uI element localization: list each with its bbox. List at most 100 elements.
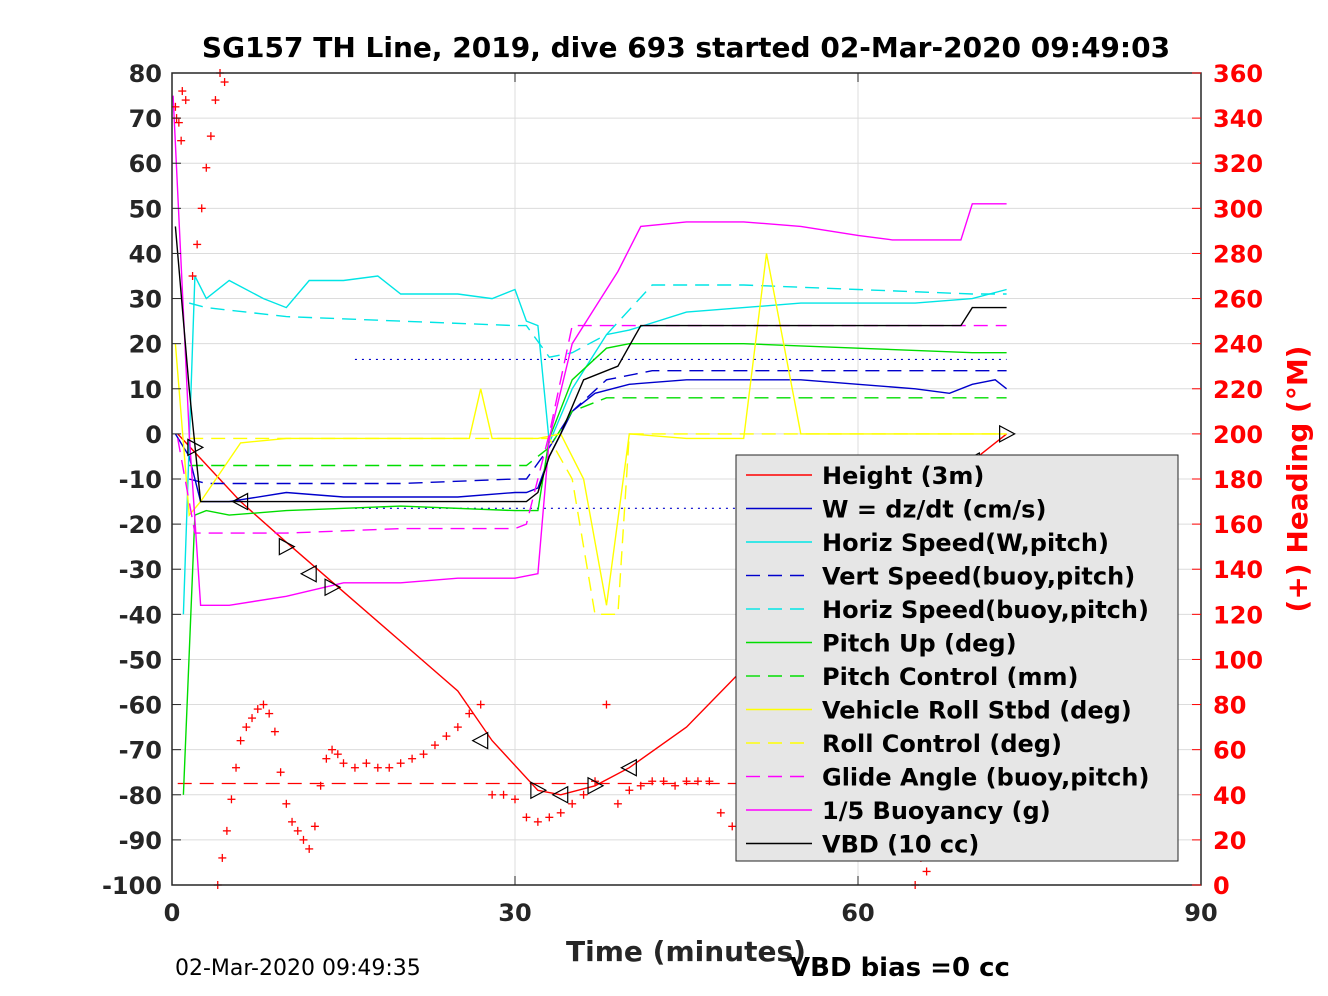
series-line-11 xyxy=(174,226,1007,503)
heading-point xyxy=(220,78,229,87)
heading-point xyxy=(922,867,931,876)
heading-point xyxy=(227,795,236,804)
y-right-tick-label-15: 60 xyxy=(1213,737,1246,765)
heading-point xyxy=(310,822,319,831)
heading-point xyxy=(253,705,262,714)
heading-point xyxy=(465,709,474,718)
heading-point xyxy=(385,763,394,772)
y-right-tick-label-14: 80 xyxy=(1213,692,1246,720)
heading-point xyxy=(270,727,279,736)
legend-label-5: Pitch Up (deg) xyxy=(822,630,1017,658)
heading-point xyxy=(293,826,302,835)
legend-label-2: Horiz Speed(W,pitch) xyxy=(822,529,1109,557)
heading-point xyxy=(339,759,348,768)
heading-point xyxy=(579,790,588,799)
heading-point xyxy=(705,777,714,786)
y-tick-label-9: -10 xyxy=(119,466,162,494)
y-tick-label-16: -80 xyxy=(119,782,162,810)
position-marker xyxy=(299,564,317,583)
y-tick-label-0: 80 xyxy=(129,60,162,88)
y-right-tick-label-4: 280 xyxy=(1213,240,1263,268)
heading-point xyxy=(362,759,371,768)
x-tick-label-2: 60 xyxy=(841,899,874,927)
heading-point xyxy=(265,709,274,718)
heading-point xyxy=(197,204,206,213)
position-marker xyxy=(530,781,548,800)
heading-point xyxy=(328,745,337,754)
y-right-tick-label-8: 200 xyxy=(1213,421,1263,449)
x-tick-label-3: 90 xyxy=(1184,899,1217,927)
heading-point xyxy=(316,781,325,790)
y-tick-label-13: -50 xyxy=(119,646,162,674)
heading-point xyxy=(545,813,554,822)
heading-point xyxy=(602,700,611,709)
position-marker xyxy=(278,537,296,556)
heading-point xyxy=(396,759,405,768)
heading-point xyxy=(322,754,331,763)
heading-point xyxy=(671,781,680,790)
y-tick-label-2: 60 xyxy=(129,150,162,178)
y-right-tick-label-9: 180 xyxy=(1213,466,1263,494)
y-right-tick-label-13: 100 xyxy=(1213,646,1263,674)
heading-point xyxy=(453,723,462,732)
legend-label-7: Vehicle Roll Stbd (deg) xyxy=(822,697,1132,725)
heading-point xyxy=(613,799,622,808)
heading-point xyxy=(259,700,268,709)
heading-point xyxy=(408,754,417,763)
legend-label-3: Vert Speed(buoy,pitch) xyxy=(822,563,1135,591)
series-line-6 xyxy=(189,397,1007,467)
y-tick-label-8: 0 xyxy=(145,421,162,449)
heading-point xyxy=(659,777,668,786)
position-marker xyxy=(551,785,569,804)
heading-point xyxy=(333,750,342,759)
heading-point xyxy=(242,723,251,732)
legend-label-4: Horiz Speed(buoy,pitch) xyxy=(822,596,1149,624)
x-tick-labels: 0 30 60 90 xyxy=(164,899,1218,927)
y-right-tick-label-7: 220 xyxy=(1213,376,1263,404)
x-tick-label-1: 30 xyxy=(498,899,531,927)
heading-point xyxy=(430,741,439,750)
y-tick-label-1: 70 xyxy=(129,105,162,133)
y-tick-label-6: 20 xyxy=(129,331,162,359)
heading-point xyxy=(178,87,187,96)
footer-vbd-bias: VBD bias =0 cc xyxy=(790,953,1010,983)
heading-point xyxy=(488,790,497,799)
y-right-tick-label-3: 300 xyxy=(1213,195,1263,223)
y-right-axis-label: (+) Heading (°M) xyxy=(1281,346,1314,613)
position-marker xyxy=(187,438,205,457)
heading-point xyxy=(419,750,428,759)
heading-point xyxy=(568,799,577,808)
y-right-tick-label-1: 340 xyxy=(1213,105,1263,133)
heading-point xyxy=(222,826,231,835)
x-tick-label-0: 0 xyxy=(164,899,181,927)
heading-point xyxy=(522,813,531,822)
series-line-2 xyxy=(182,275,1007,615)
position-marker xyxy=(620,758,637,777)
heading-point xyxy=(282,799,291,808)
y-right-tick-label-2: 320 xyxy=(1213,150,1263,178)
heading-point xyxy=(305,844,314,853)
legend-label-9: Glide Angle (buoy,pitch) xyxy=(822,764,1149,792)
y-tick-label-12: -40 xyxy=(119,601,162,629)
series-line-4 xyxy=(189,284,1007,358)
position-marker xyxy=(324,578,342,597)
y-tick-label-4: 40 xyxy=(129,240,162,268)
heading-point xyxy=(288,817,297,826)
heading-point xyxy=(693,777,702,786)
series-line-10 xyxy=(172,95,1007,606)
heading-point xyxy=(202,163,211,172)
heading-point xyxy=(728,822,737,831)
y-tick-label-5: 30 xyxy=(129,286,162,314)
heading-point xyxy=(211,96,220,105)
chart-title: SG157 TH Line, 2019, dive 693 started 02… xyxy=(202,31,1170,64)
heading-point xyxy=(276,768,285,777)
heading-point xyxy=(350,763,359,772)
legend-label-10: 1/5 Buoyancy (g) xyxy=(822,797,1051,825)
footer-timestamp: 02-Mar-2020 09:49:35 xyxy=(175,956,421,981)
y-right-tick-label-0: 360 xyxy=(1213,60,1263,88)
y-tick-label-17: -90 xyxy=(119,827,162,855)
y-right-tick-label-17: 20 xyxy=(1213,827,1246,855)
heading-point xyxy=(248,714,257,723)
series-line-8 xyxy=(189,433,1007,615)
